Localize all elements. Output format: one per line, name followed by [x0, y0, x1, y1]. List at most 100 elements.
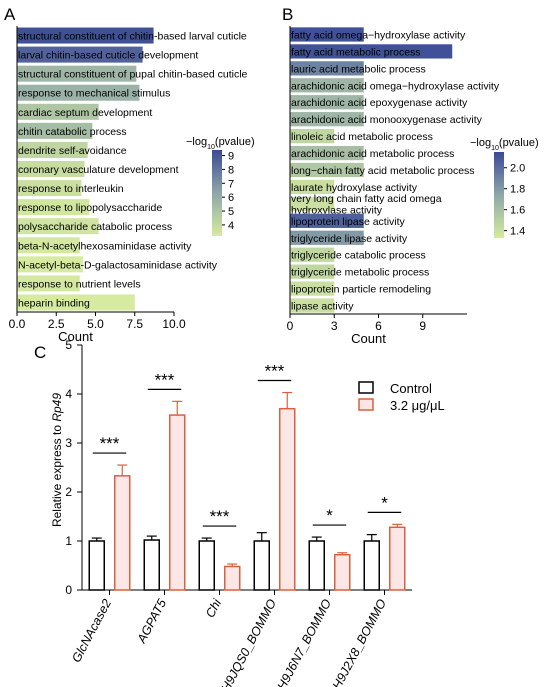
- x-tick-label: 10.0: [162, 317, 186, 331]
- significance-marker: ***: [210, 507, 230, 526]
- bar: [17, 84, 140, 101]
- y-tick-label: 0: [65, 583, 72, 597]
- y-axis-label-c: Relative express to Rp49: [50, 393, 64, 527]
- category-label: lauric acid metabolic process: [291, 63, 426, 75]
- colorbar-tick-label: 9: [228, 151, 234, 163]
- category-label: long−chain fatty acid metabolic process: [291, 165, 475, 177]
- category-label: fatty acid omega−hydroxylase activity: [291, 29, 466, 41]
- category-label: triglyceride lipase activity: [291, 233, 408, 245]
- category-label: lipoprotein particle remodeling: [291, 284, 431, 296]
- category-label: arachidonic acid monooxygenase activity: [291, 114, 483, 126]
- x-tick-label: 0.0: [9, 317, 26, 331]
- bar: [290, 162, 364, 178]
- bar: [17, 294, 135, 311]
- bar: [17, 237, 80, 254]
- category-label: triglyceride metabolic process: [291, 267, 429, 279]
- category-label: N-acetyl-beta-D-galactosaminidase activi…: [18, 259, 218, 271]
- category-label: lipase activity: [291, 301, 354, 313]
- colorbar-tick-label: 4: [228, 220, 234, 232]
- x-tick-label: 2.5: [48, 317, 65, 331]
- bar: [290, 129, 335, 144]
- chart-panel-b: fatty acid omega−hydroxylase activity fat…: [287, 26, 500, 346]
- category-label: cardiac septum development: [18, 107, 152, 119]
- x-tick-label: Chi: [203, 596, 225, 620]
- bar: [169, 414, 186, 591]
- colorbar-tick-label: 1.6: [510, 205, 525, 217]
- bar: [290, 44, 453, 59]
- category-label: heparin binding: [18, 297, 90, 309]
- x-tick-label: 9: [419, 319, 426, 333]
- bar: [17, 46, 143, 63]
- category-label: response to interleukin: [18, 183, 124, 195]
- colorbar-tick-label: 7: [228, 178, 234, 190]
- bar: [290, 179, 335, 195]
- bar: [290, 298, 335, 313]
- category-label: laurate hydroxylase activity: [291, 182, 418, 194]
- category-label: response to lipopolysaccharide: [18, 202, 162, 214]
- bar: [17, 160, 85, 178]
- bar: [17, 256, 83, 273]
- bar: [308, 540, 325, 591]
- bar: [290, 196, 335, 211]
- bar: [290, 112, 364, 127]
- bar: [279, 407, 296, 591]
- colorbar-tick-label: 1.8: [510, 184, 525, 196]
- y-tick-label: 3: [65, 436, 72, 450]
- bar: [17, 218, 99, 235]
- category-label: arachidonic acid omega−hydroxylase activ…: [291, 80, 500, 92]
- y-tick-label: 5: [65, 338, 72, 352]
- category-label: structural constituent of pupal chitin-b…: [18, 69, 248, 81]
- x-axis-title: Count: [58, 329, 93, 344]
- bar: [290, 95, 364, 110]
- category-label: beta-N-acetylhexosaminidase activity: [18, 240, 192, 252]
- bar: [114, 475, 131, 591]
- bar: [290, 27, 364, 42]
- bar: [17, 122, 93, 139]
- bar: [290, 213, 364, 228]
- category-label: polysaccharide catabolic process: [18, 221, 172, 233]
- bar: [290, 61, 364, 76]
- category-label: response to mechanical stimulus: [18, 88, 170, 100]
- category-label: hydroxylase activity: [291, 205, 383, 217]
- bar: [17, 65, 137, 82]
- significance-marker: *: [381, 493, 388, 512]
- legend-swatch-control: [358, 381, 374, 394]
- category-label: response to nutrient levels: [18, 278, 141, 290]
- bar: [17, 141, 88, 158]
- y-tick-label: 1: [65, 534, 72, 548]
- panel-label-a: A: [4, 5, 16, 24]
- colorbar-tick-label: 1.4: [510, 226, 525, 238]
- x-tick-label: 5.0: [87, 317, 104, 331]
- legend-title-b: −log10(pvalue): [470, 137, 539, 152]
- significance-marker: ***: [265, 362, 285, 381]
- bar: [17, 199, 90, 216]
- legend-c: Control 3.2 μg/μL: [358, 381, 445, 413]
- bar: [290, 247, 335, 262]
- category-label: larval chitin-based cuticle development: [18, 50, 198, 62]
- legend-title-a: −log10(pvalue): [186, 136, 255, 151]
- x-tick-label: GlcNAcase2: [69, 597, 114, 665]
- legend-swatch-treatment: [358, 398, 374, 411]
- bar: [224, 565, 241, 591]
- category-label: arachidonic acid epoxygenase activity: [291, 97, 468, 109]
- bar: [17, 275, 80, 292]
- bar: [198, 540, 215, 591]
- color-legend-a: −log10(pvalue) 98 7 6 5 4: [186, 136, 255, 236]
- x-tick-label: 3: [331, 319, 338, 333]
- colorbar-b: [494, 152, 504, 238]
- colorbar-tick-label: 6: [228, 192, 234, 204]
- category-label: chitin catabolic process: [18, 126, 127, 138]
- x-tick-label: 7.5: [126, 317, 143, 331]
- category-label: structural constituent of chitin-based l…: [18, 31, 247, 43]
- category-label: dendrite self-avoidance: [18, 145, 127, 157]
- colorbar-tick-label: 8: [228, 164, 234, 176]
- bar: [290, 264, 335, 279]
- x-axis-title: Count: [351, 331, 386, 346]
- category-label: linoleic acid metabolic process: [291, 131, 433, 143]
- category-label: lipoprotein lipase activity: [291, 216, 406, 228]
- panel-label-c: C: [34, 343, 46, 362]
- bar: [363, 540, 380, 591]
- bar: [290, 145, 364, 161]
- colorbar-a: [212, 150, 222, 236]
- colorbar-tick-label: 2.0: [510, 163, 525, 175]
